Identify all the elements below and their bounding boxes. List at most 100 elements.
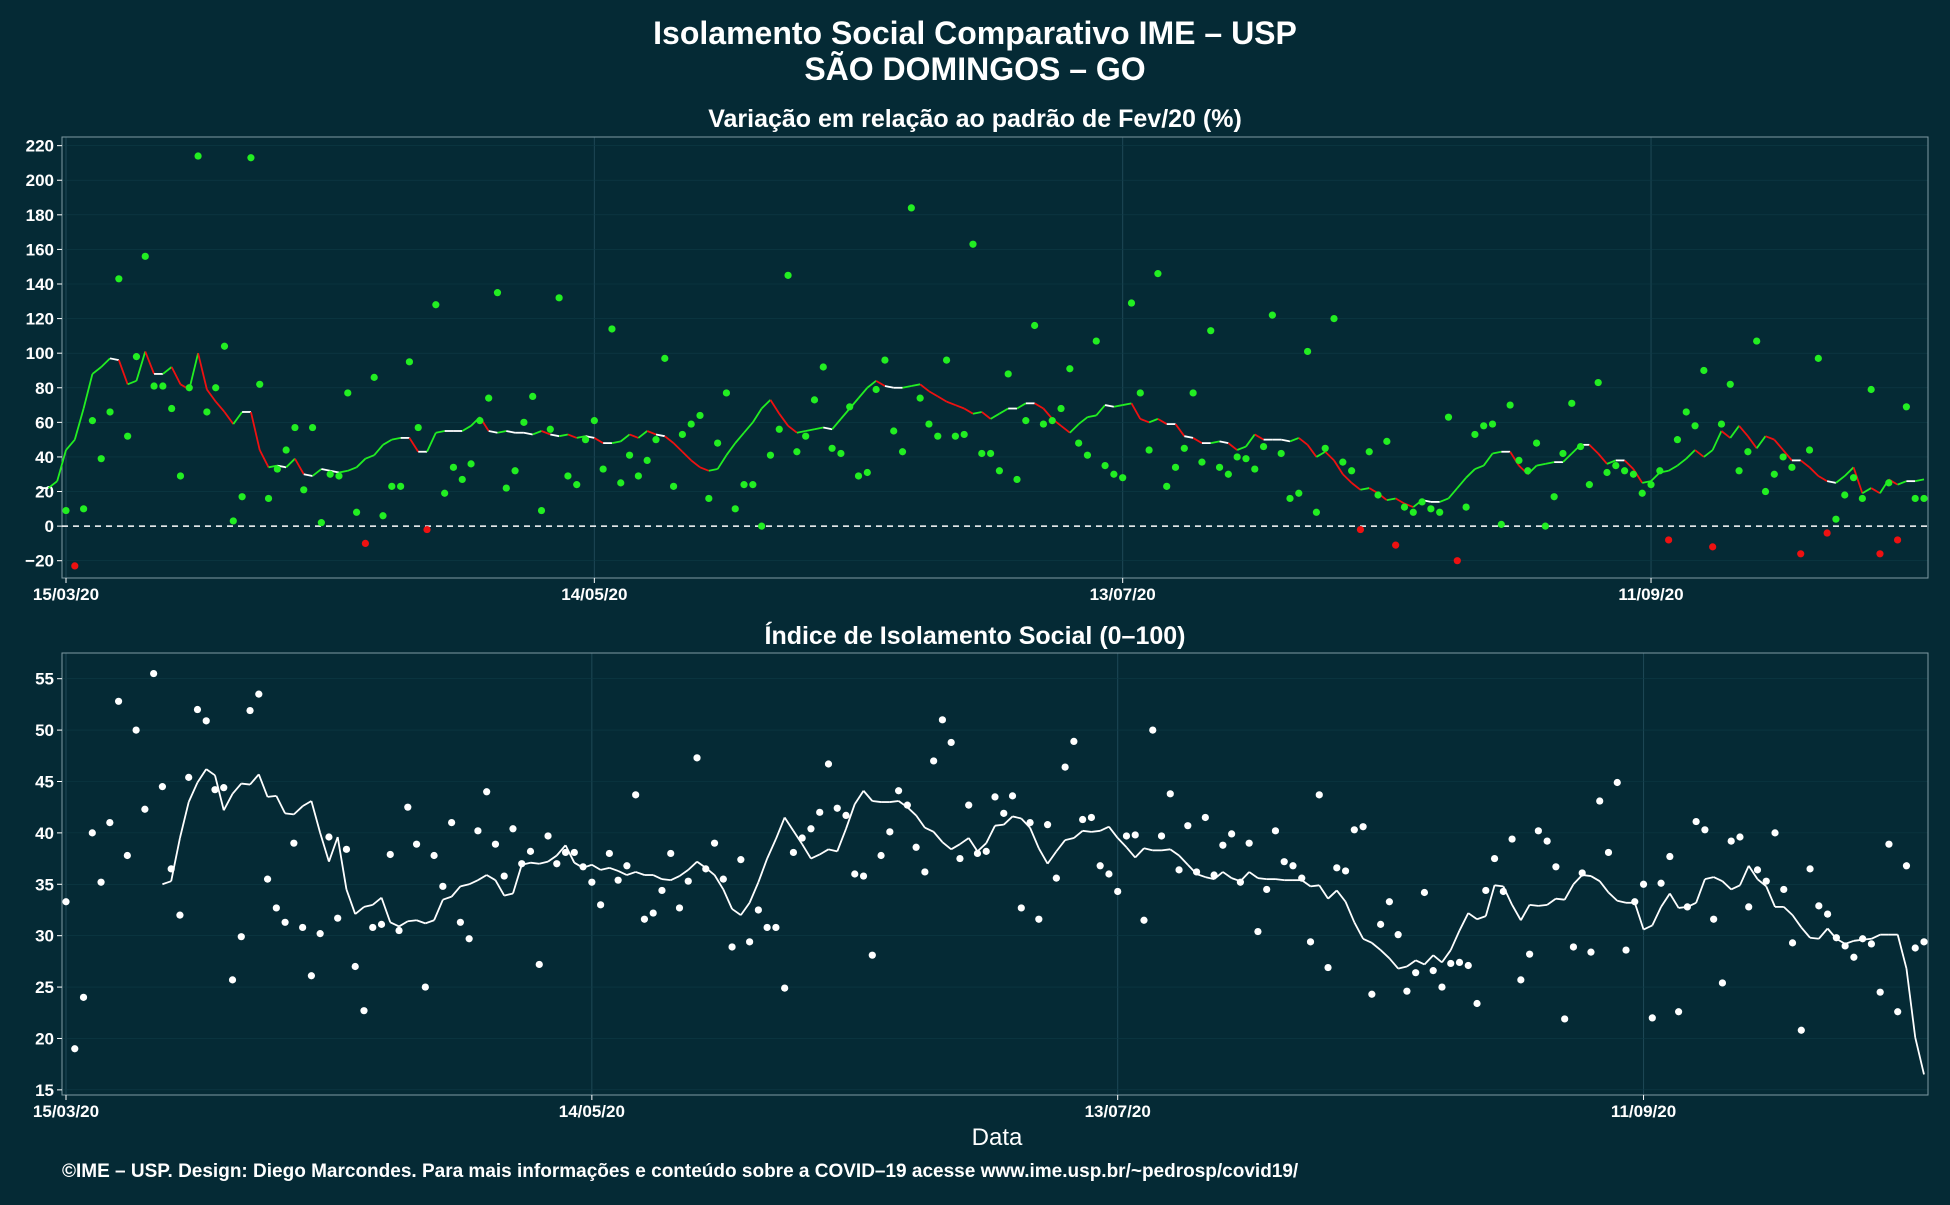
data-point: [1532, 439, 1541, 447]
moving-average-segment: [783, 816, 795, 832]
moving-average-segment: [558, 433, 569, 438]
data-point: [960, 430, 968, 439]
data-point: [951, 432, 959, 440]
moving-average-segment: [609, 866, 619, 872]
data-point: [308, 423, 317, 432]
moving-average-segment: [1016, 402, 1027, 410]
data-point: [1753, 866, 1762, 874]
moving-average-segment: [1397, 965, 1408, 970]
moving-average-segment: [932, 831, 944, 843]
data-point: [1561, 1015, 1569, 1023]
data-point: [1771, 829, 1779, 837]
moving-average-segment: [319, 832, 330, 862]
data-point: [863, 468, 871, 477]
data-point: [1735, 467, 1743, 475]
moving-average-segment: [1713, 876, 1723, 883]
data-point: [859, 872, 868, 880]
data-point: [1587, 948, 1595, 956]
data-point: [675, 904, 684, 912]
data-point: [290, 839, 298, 847]
moving-average-segment: [1095, 404, 1106, 417]
moving-average-segment: [1020, 817, 1031, 829]
data-point: [423, 525, 431, 534]
data-point: [1306, 938, 1315, 946]
data-point: [807, 825, 815, 833]
moving-average-segment: [310, 800, 322, 834]
moving-average-segment: [550, 433, 560, 438]
moving-average-segment: [328, 836, 339, 862]
data-point: [114, 697, 123, 705]
data-point: [798, 834, 806, 842]
data-point: [1304, 347, 1312, 356]
data-point: [1207, 327, 1215, 335]
data-point: [1745, 903, 1753, 911]
moving-average-segment: [1896, 934, 1908, 969]
moving-average-segment: [1590, 875, 1601, 882]
moving-average-segment: [1064, 837, 1075, 841]
moving-average-segment: [1456, 477, 1467, 489]
data-point: [1374, 491, 1382, 499]
data-point: [588, 878, 596, 886]
data-point: [1175, 866, 1183, 874]
data-point: [535, 960, 543, 969]
data-point: [1210, 871, 1218, 879]
data-point: [740, 481, 748, 489]
data-point: [973, 849, 982, 858]
y-tick-label: 100: [26, 344, 54, 363]
data-point: [237, 933, 245, 941]
data-point: [938, 716, 947, 724]
moving-average-segment: [924, 826, 935, 833]
data-point: [1286, 494, 1294, 503]
data-point: [1444, 413, 1453, 421]
moving-average-segment: [1465, 468, 1476, 479]
moving-average-segment: [1467, 912, 1478, 920]
data-point: [273, 465, 281, 473]
moving-average-segment: [919, 383, 930, 392]
data-point: [1524, 467, 1532, 475]
data-point: [377, 920, 386, 928]
panel-index-axes: 15 20 25 30 35 40 45 50 55 15/03/20 14/05/20 13/07/…: [33, 652, 1929, 1121]
moving-average-segment: [722, 889, 733, 910]
data-point: [449, 463, 458, 471]
data-point: [570, 848, 578, 857]
data-point: [1506, 401, 1514, 409]
data-point: [1436, 508, 1444, 516]
data-point: [1083, 451, 1092, 459]
data-point: [1726, 380, 1734, 388]
moving-average-segment: [461, 425, 472, 432]
data-point: [649, 909, 657, 917]
moving-average-segment: [1082, 829, 1092, 833]
moving-average-segment: [1205, 876, 1215, 881]
moving-average-segment: [1108, 826, 1119, 839]
data-point: [1920, 938, 1928, 946]
moving-average-segment: [593, 437, 604, 444]
data-point: [605, 849, 613, 858]
data-point: [1805, 446, 1814, 454]
data-point: [1383, 437, 1391, 445]
moving-average-segment: [223, 411, 235, 425]
data-point: [500, 872, 508, 880]
data-point: [930, 757, 938, 765]
data-point: [529, 392, 537, 401]
x-tick-label: 15/03/20: [33, 1102, 99, 1121]
moving-average-segment: [1606, 459, 1617, 465]
data-point: [1339, 458, 1347, 466]
moving-average-segment: [994, 823, 1004, 827]
data-point: [956, 854, 964, 863]
data-point: [1087, 813, 1096, 822]
data-point: [1710, 915, 1718, 923]
data-point: [564, 472, 572, 480]
moving-average-segment: [1122, 402, 1132, 406]
data-point: [1394, 931, 1402, 939]
moving-average-segment: [1439, 497, 1449, 503]
moving-average-segment: [321, 468, 331, 472]
data-point: [150, 382, 158, 390]
moving-average-segment: [1099, 825, 1110, 832]
y-tick-label: 60: [35, 413, 54, 432]
data-point: [1114, 887, 1122, 896]
moving-average-segment: [950, 843, 961, 851]
moving-average-segment: [652, 874, 663, 880]
moving-average-segment: [1306, 444, 1318, 458]
data-point: [833, 804, 841, 812]
data-point: [872, 385, 880, 394]
